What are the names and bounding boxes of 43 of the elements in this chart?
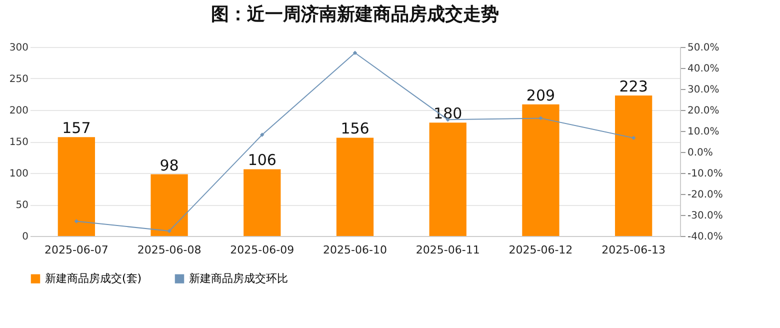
bar — [615, 96, 652, 236]
data-label: 209 — [526, 86, 556, 104]
x-tick-label: 2025-06-08 — [137, 244, 202, 256]
data-label: 156 — [340, 120, 370, 138]
y-tick-label: 300 — [9, 42, 28, 54]
y2-tick-label: 50.0% — [688, 42, 720, 54]
bar — [150, 174, 188, 236]
y2-tick-label: 40.0% — [688, 64, 720, 74]
x-tick-label: 2025-06-07 — [44, 244, 108, 256]
data-label: 98 — [160, 156, 179, 174]
data-label: 106 — [248, 151, 276, 170]
x-tick-label: 2025-06-12 — [508, 244, 573, 256]
bar — [244, 169, 281, 236]
point — [538, 116, 543, 120]
y2-tick-label: 0.0% — [688, 148, 713, 158]
chart-title: 图：近一周济南新建商品房成交走势 — [211, 4, 499, 25]
x-tick-label: 2025-06-11 — [416, 244, 480, 256]
data-label: 157 — [62, 119, 91, 138]
y-tick-label: 50 — [16, 200, 28, 211]
x-tick-label: 2025-06-09 — [230, 244, 294, 256]
point — [260, 132, 264, 137]
legend-label: 新建商品房成交(套) — [45, 272, 142, 285]
y2-tick-label: -10.0% — [688, 168, 723, 180]
bar — [429, 122, 466, 236]
bar — [522, 104, 560, 236]
bar — [336, 138, 374, 236]
y-tick-label: 200 — [9, 106, 28, 116]
y-tick-label: 150 — [9, 137, 28, 148]
x-tick-label: 2025-06-13 — [602, 244, 666, 256]
y2-tick-label: -40.0% — [688, 232, 723, 242]
x-tick-label: 2025-06-10 — [323, 244, 387, 256]
y2-tick-label: -20.0% — [688, 190, 723, 200]
bar — [58, 137, 95, 236]
data-label: 223 — [619, 78, 648, 96]
y2-tick-label: 20.0% — [688, 106, 720, 116]
y2-tick-label: -30.0% — [688, 210, 723, 222]
legend-label: 新建商品房成交环比 — [189, 272, 288, 285]
point — [631, 136, 636, 140]
y2-tick-label: 30.0% — [688, 84, 720, 96]
y-tick-label: 250 — [9, 74, 28, 85]
y-tick-label: 100 — [9, 168, 28, 180]
y-tick-label: 0 — [22, 232, 28, 242]
y2-tick-label: 10.0% — [688, 126, 720, 138]
